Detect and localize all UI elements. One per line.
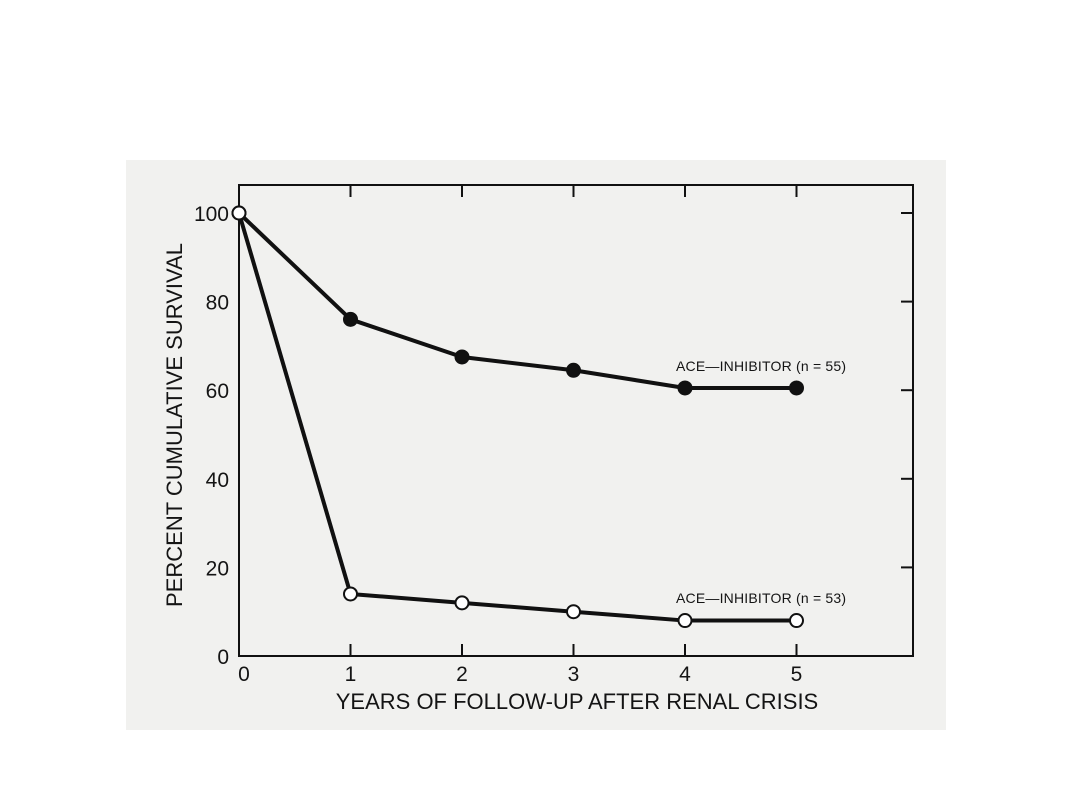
series-label-ace-53: ACE—INHIBITOR (n = 53) bbox=[676, 590, 846, 606]
x-tick-label: 5 bbox=[791, 663, 803, 686]
axis-ticks bbox=[349, 185, 913, 656]
y-tick-label: 80 bbox=[206, 292, 229, 315]
y-tick-label: 0 bbox=[217, 646, 229, 669]
filled-data-point bbox=[454, 349, 470, 365]
plot-area-frame bbox=[238, 184, 914, 657]
x-tick-label: 3 bbox=[568, 663, 580, 686]
open-data-point bbox=[231, 205, 247, 221]
y-tick-label: 60 bbox=[206, 380, 229, 403]
y-tick-label: 100 bbox=[194, 203, 229, 226]
open-data-point bbox=[343, 586, 358, 602]
x-tick-label: 1 bbox=[345, 663, 357, 686]
x-tick-label: 0 bbox=[238, 663, 250, 686]
filled-data-point bbox=[566, 362, 581, 378]
x-tick-label: 4 bbox=[679, 663, 691, 686]
open-data-point bbox=[566, 604, 581, 620]
x-axis-title: YEARS OF FOLLOW-UP AFTER RENAL CRISIS bbox=[336, 689, 818, 714]
axis-tick-labels: 0 1 2 3 4 5 0 20 40 60 80 100 bbox=[194, 203, 802, 686]
series-layer bbox=[231, 205, 804, 629]
filled-data-point bbox=[343, 311, 358, 327]
x-tick-label: 2 bbox=[456, 663, 468, 686]
open-data-point bbox=[454, 595, 470, 611]
y-axis-title: PERCENT CUMULATIVE SURVIVAL bbox=[162, 243, 187, 607]
y-tick-label: 20 bbox=[206, 557, 229, 580]
open-data-point bbox=[789, 613, 804, 629]
series-line-0 bbox=[237, 211, 797, 390]
y-tick-label: 40 bbox=[206, 469, 229, 492]
chart-figure bbox=[126, 160, 946, 730]
series-line-1 bbox=[237, 212, 797, 623]
filled-data-point bbox=[677, 380, 693, 396]
open-data-point bbox=[677, 613, 693, 629]
series-label-ace-55: ACE—INHIBITOR (n = 55) bbox=[676, 358, 846, 374]
filled-data-point bbox=[789, 380, 804, 396]
